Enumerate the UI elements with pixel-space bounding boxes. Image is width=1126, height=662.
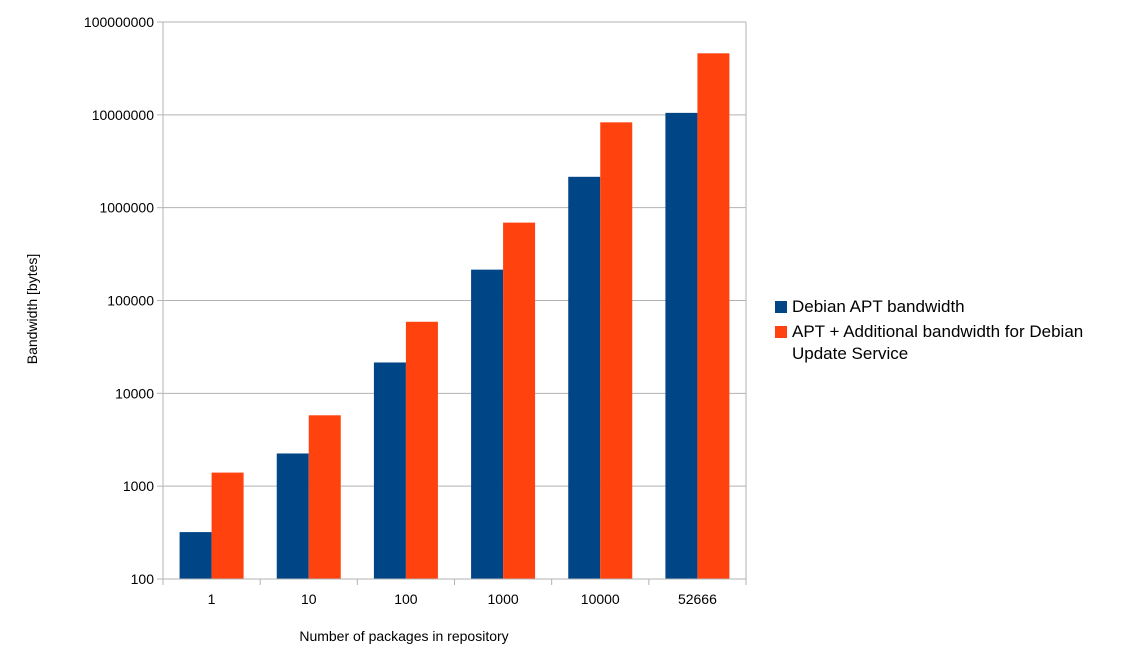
bar-apt-plus-dus-100 <box>405 321 438 579</box>
x-tick-label: 10000 <box>581 591 620 607</box>
bar-apt-plus-dus-1 <box>211 472 244 579</box>
bar-apt-1 <box>179 532 212 579</box>
axes <box>157 21 747 585</box>
legend-item-apt-plus-dus: APT + Additional bandwidth for Debian Up… <box>772 321 1122 365</box>
x-tick-labels: 1 10 100 1000 10000 52666 <box>208 591 717 607</box>
bar-apt-1000 <box>471 269 504 579</box>
y-tick-label: 100000000 <box>84 14 154 30</box>
bar-apt-52666 <box>665 112 698 579</box>
y-tick-label: 1000 <box>123 478 154 494</box>
bar-apt-10 <box>276 453 309 579</box>
legend-label-apt-plus-dus: APT + Additional bandwidth for Debian Up… <box>792 322 1084 363</box>
y-axis-title: Bandwidth [bytes] <box>24 254 40 365</box>
bar-apt-plus-dus-10 <box>308 415 341 579</box>
legend: Debian APT bandwidth APT + Additional ba… <box>772 296 1122 368</box>
legend-swatch-apt-plus-dus <box>775 326 787 338</box>
x-tick-label: 100 <box>394 591 418 607</box>
y-tick-labels: 100 1000 10000 100000 1000000 10000000 1000000… <box>84 14 154 587</box>
y-tick-label: 1000000 <box>99 200 154 216</box>
x-tick-label: 1 <box>208 591 216 607</box>
y-tick-label: 10000000 <box>92 107 155 123</box>
x-tick-label: 52666 <box>678 591 717 607</box>
legend-label-apt: Debian APT bandwidth <box>792 297 965 316</box>
legend-item-apt: Debian APT bandwidth <box>772 296 1122 318</box>
bar-apt-plus-dus-52666 <box>697 53 730 580</box>
y-tick-label: 100000 <box>107 293 154 309</box>
y-tick-label: 10000 <box>115 385 154 401</box>
bar-apt-plus-dus-10000 <box>600 122 633 579</box>
x-tick-label: 1000 <box>488 591 519 607</box>
x-axis-title: Number of packages in repository <box>299 628 508 644</box>
legend-swatch-apt <box>775 301 787 313</box>
bar-apt-10000 <box>568 176 601 579</box>
y-tick-label: 100 <box>131 571 155 587</box>
x-tick-label: 10 <box>301 591 317 607</box>
bar-apt-plus-dus-1000 <box>503 222 536 580</box>
grid-lines <box>163 21 746 580</box>
bars <box>179 53 730 580</box>
bar-apt-100 <box>373 362 406 579</box>
